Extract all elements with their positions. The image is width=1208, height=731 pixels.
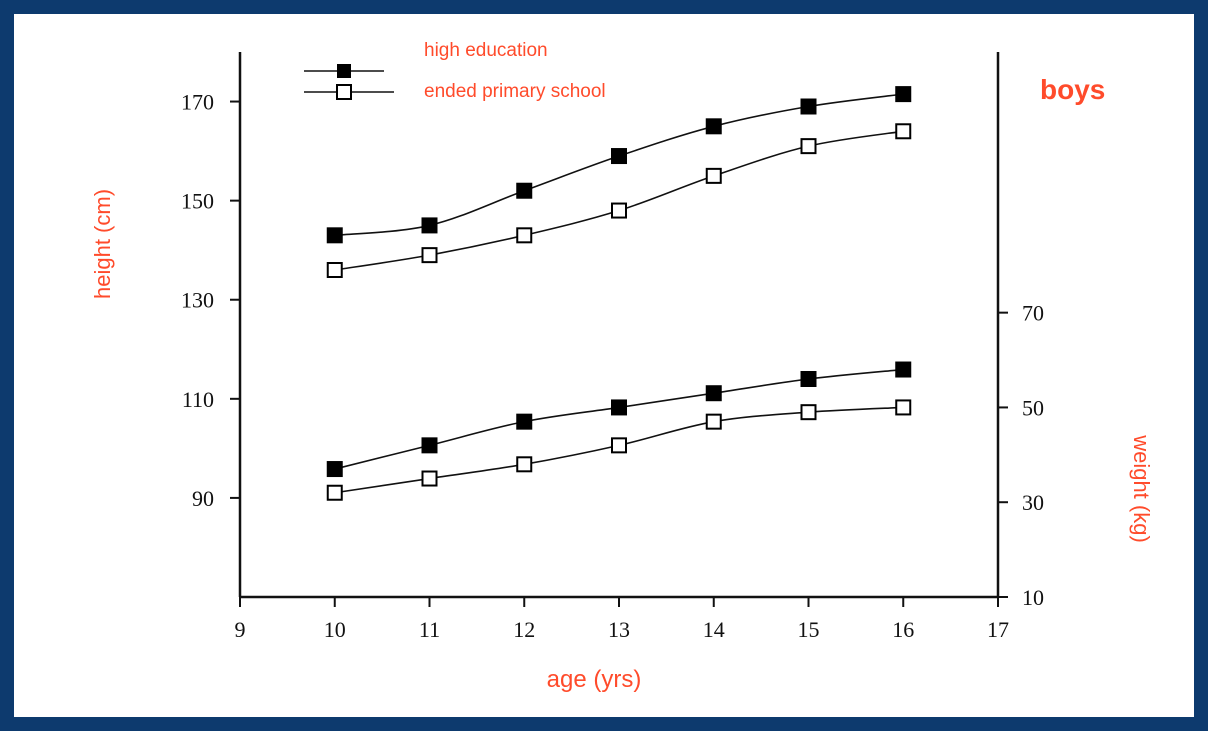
y-right-axis-label: weight (kg) [1129, 434, 1154, 543]
chart-title: boys [1040, 74, 1105, 105]
y-left-tick-label: 150 [181, 189, 214, 214]
legend-label-high-education: high education [424, 40, 548, 61]
data-point-open [705, 413, 722, 430]
data-point-filled [516, 413, 533, 430]
y-right-tick-label: 10 [1022, 585, 1044, 610]
data-point-filled [611, 399, 627, 416]
tick-labels: 9 10 11 12 13 14 15 16 17 90 110 130 150 170 10 30 50 70 [181, 90, 1044, 642]
legend-marker-filled [337, 64, 351, 78]
data-point-open [895, 399, 912, 416]
data-point-filled [516, 182, 533, 199]
x-tick-label: 10 [324, 617, 346, 642]
growth-chart: 9 10 11 12 13 14 15 16 179011013015017010305070 … [90, 40, 1154, 693]
data-point-open [516, 456, 533, 473]
data-point-filled [326, 227, 343, 244]
x-axis-label: age (yrs) [547, 666, 642, 693]
data-point-open [326, 262, 343, 278]
y-left-axis-label: height (cm) [90, 189, 115, 299]
data-point-open [421, 470, 438, 487]
data-point-filled [611, 148, 627, 165]
legend: high education ended primary school [304, 40, 606, 102]
y-left-tick-label: 90 [192, 486, 214, 511]
data-point-filled [800, 98, 817, 115]
series-0 [326, 86, 912, 244]
data-point-open [611, 437, 627, 454]
data-point-filled [895, 86, 912, 103]
y-right-tick-label: 70 [1022, 301, 1044, 326]
series-2 [326, 361, 912, 478]
y-left-tick-label: 130 [181, 288, 214, 313]
axes [230, 52, 1008, 607]
series-3 [326, 399, 912, 501]
data-point-filled [326, 461, 343, 478]
data-point-filled [705, 385, 722, 402]
x-tick-label: 16 [892, 617, 914, 642]
data-point-filled [895, 361, 912, 378]
data-point-filled [705, 118, 722, 135]
data-point-open [611, 202, 627, 219]
data-point-filled [421, 437, 438, 454]
x-tick-label: 12 [513, 617, 535, 642]
x-tick-label: 13 [608, 617, 630, 642]
y-right-tick-label: 30 [1022, 490, 1044, 515]
x-tick-label: 15 [798, 617, 820, 642]
series-1 [326, 123, 912, 278]
legend-label-primary-school: ended primary school [424, 81, 606, 102]
data-point-open [800, 404, 817, 421]
x-tick-label: 14 [703, 617, 725, 642]
data-point-open [421, 247, 438, 264]
data-point-open [895, 123, 912, 140]
data-point-open [800, 138, 817, 155]
x-tick-label: 9 [235, 617, 246, 642]
series-line [334, 368, 904, 470]
data-series [326, 86, 912, 501]
data-point-open [516, 227, 533, 244]
data-point-open [326, 484, 343, 501]
x-tick-label: 11 [419, 617, 440, 642]
data-point-open [705, 167, 722, 184]
y-right-tick-label: 50 [1022, 395, 1044, 420]
y-left-tick-label: 170 [181, 90, 214, 115]
chart-frame: 9 10 11 12 13 14 15 16 17 90 110 130 150 170 10 30 50 70 … [14, 14, 1194, 717]
y-left-tick-label: 110 [182, 387, 214, 412]
data-point-filled [800, 371, 817, 387]
x-tick-label: 17 [987, 617, 1009, 642]
data-point-filled [421, 217, 438, 234]
legend-marker-open [336, 84, 352, 100]
